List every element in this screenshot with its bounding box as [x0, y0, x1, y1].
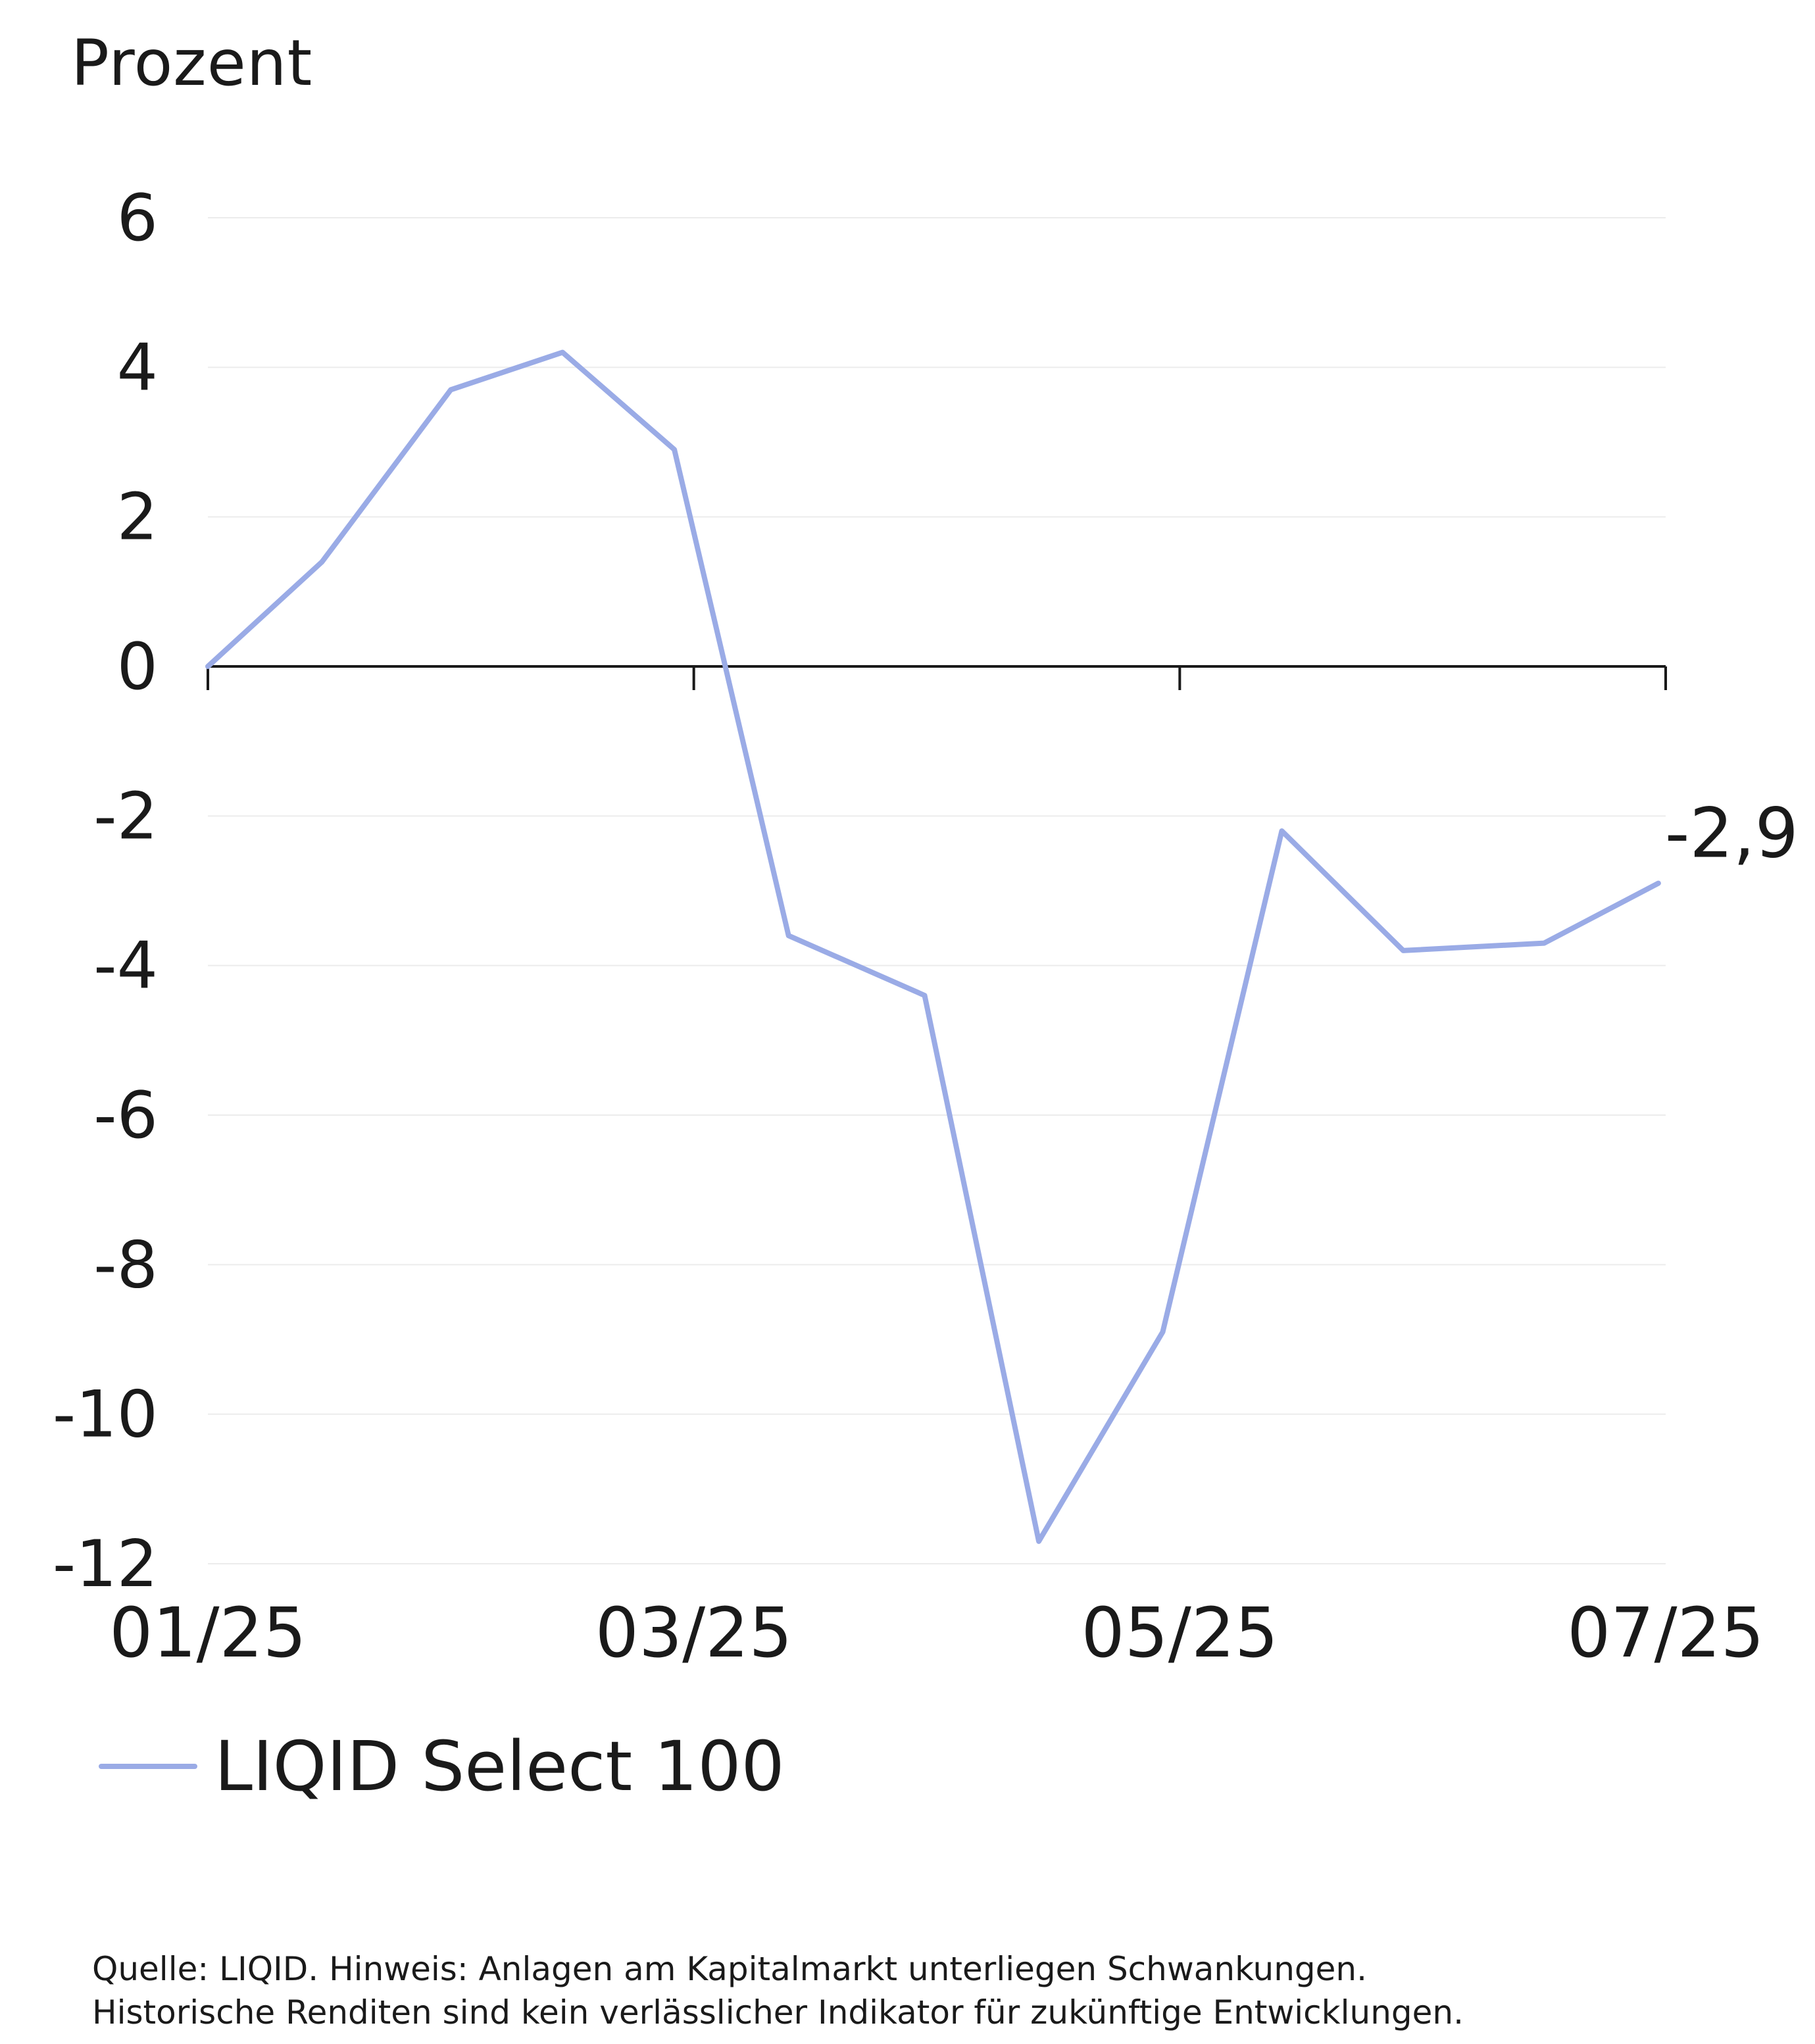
y-tick-label: -12 [53, 1527, 158, 1602]
y-tick-label: -6 [93, 1078, 158, 1153]
series-line [205, 349, 1661, 1544]
source-footnote: Quelle: LIQID. Hinweis: Anlagen am Kapit… [92, 1947, 1464, 2034]
y-tick-label: 2 [117, 480, 158, 555]
y-tick-label: 0 [117, 630, 158, 705]
y-axis-unit-label: Prozent [71, 26, 313, 100]
y-tick-label: -4 [93, 929, 158, 1004]
y-tick-label: 6 [117, 181, 158, 256]
legend-label: LIQID Select 100 [214, 1726, 785, 1807]
y-tick-label: 4 [117, 330, 158, 405]
end-value-label: -2,9 [1665, 793, 1799, 874]
legend: LIQID Select 100 [99, 1724, 785, 1809]
y-tick-label: -2 [93, 779, 158, 854]
x-tick-label: 05/25 [1081, 1593, 1278, 1673]
legend-line-swatch [99, 1764, 197, 1769]
footnote-line-2: Historische Renditen sind kein verlässli… [92, 1993, 1464, 2032]
y-tick-label: -10 [53, 1378, 158, 1453]
x-tick-label: 03/25 [595, 1593, 793, 1673]
footnote-line-1: Quelle: LIQID. Hinweis: Anlagen am Kapit… [92, 1950, 1367, 1988]
y-tick-label: -8 [93, 1228, 158, 1303]
x-tick-label: 01/25 [109, 1593, 307, 1673]
x-tick-label: 07/25 [1567, 1593, 1764, 1673]
